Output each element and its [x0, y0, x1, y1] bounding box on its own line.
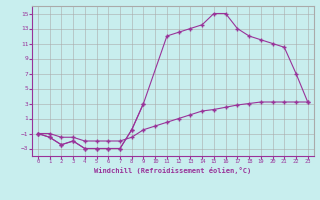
X-axis label: Windchill (Refroidissement éolien,°C): Windchill (Refroidissement éolien,°C) [94, 167, 252, 174]
